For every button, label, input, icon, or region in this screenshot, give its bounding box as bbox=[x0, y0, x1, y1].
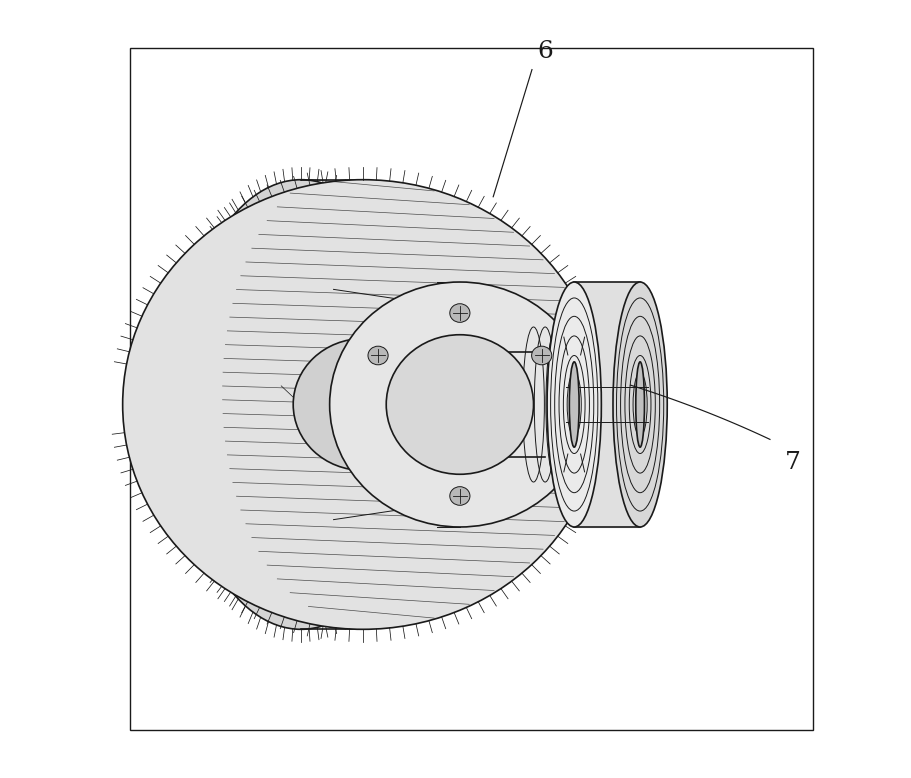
Ellipse shape bbox=[547, 282, 600, 527]
Ellipse shape bbox=[385, 335, 533, 475]
Text: 6: 6 bbox=[537, 40, 552, 63]
Ellipse shape bbox=[449, 303, 469, 322]
Ellipse shape bbox=[612, 282, 667, 527]
Ellipse shape bbox=[292, 338, 432, 471]
Bar bbox=[146, 358, 239, 451]
Ellipse shape bbox=[329, 282, 589, 527]
Ellipse shape bbox=[227, 356, 251, 454]
Ellipse shape bbox=[367, 346, 388, 365]
Ellipse shape bbox=[335, 379, 390, 430]
Ellipse shape bbox=[136, 358, 156, 451]
Ellipse shape bbox=[449, 487, 469, 505]
Ellipse shape bbox=[568, 362, 578, 447]
Ellipse shape bbox=[122, 180, 603, 629]
Text: 7: 7 bbox=[784, 451, 800, 474]
Bar bbox=[130, 48, 812, 730]
Ellipse shape bbox=[531, 346, 551, 365]
Ellipse shape bbox=[635, 362, 644, 447]
Ellipse shape bbox=[176, 180, 425, 629]
